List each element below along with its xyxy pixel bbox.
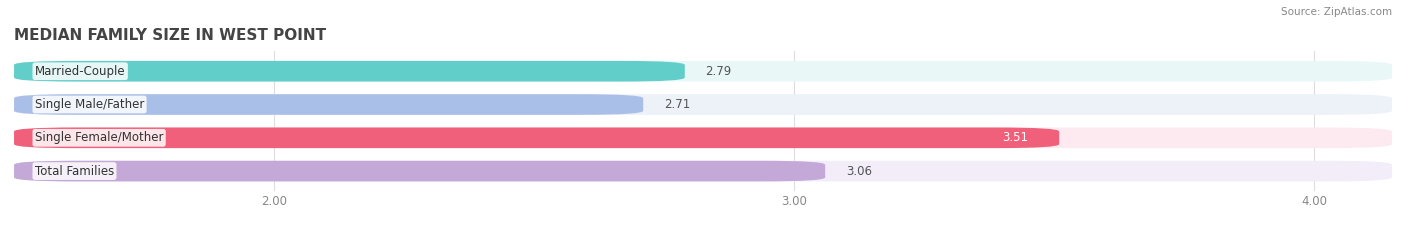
FancyBboxPatch shape xyxy=(14,94,1392,115)
Text: Single Male/Father: Single Male/Father xyxy=(35,98,145,111)
Text: MEDIAN FAMILY SIZE IN WEST POINT: MEDIAN FAMILY SIZE IN WEST POINT xyxy=(14,28,326,43)
Text: Total Families: Total Families xyxy=(35,164,114,178)
FancyBboxPatch shape xyxy=(14,161,1392,182)
Text: 3.51: 3.51 xyxy=(1002,131,1028,144)
Text: Single Female/Mother: Single Female/Mother xyxy=(35,131,163,144)
FancyBboxPatch shape xyxy=(14,94,643,115)
FancyBboxPatch shape xyxy=(14,127,1059,148)
FancyBboxPatch shape xyxy=(14,127,1392,148)
Text: Married-Couple: Married-Couple xyxy=(35,65,125,78)
Text: 2.71: 2.71 xyxy=(664,98,690,111)
Text: 2.79: 2.79 xyxy=(706,65,733,78)
FancyBboxPatch shape xyxy=(14,61,1392,82)
FancyBboxPatch shape xyxy=(14,61,685,82)
FancyBboxPatch shape xyxy=(14,161,825,182)
Text: Source: ZipAtlas.com: Source: ZipAtlas.com xyxy=(1281,7,1392,17)
Text: 3.06: 3.06 xyxy=(846,164,872,178)
